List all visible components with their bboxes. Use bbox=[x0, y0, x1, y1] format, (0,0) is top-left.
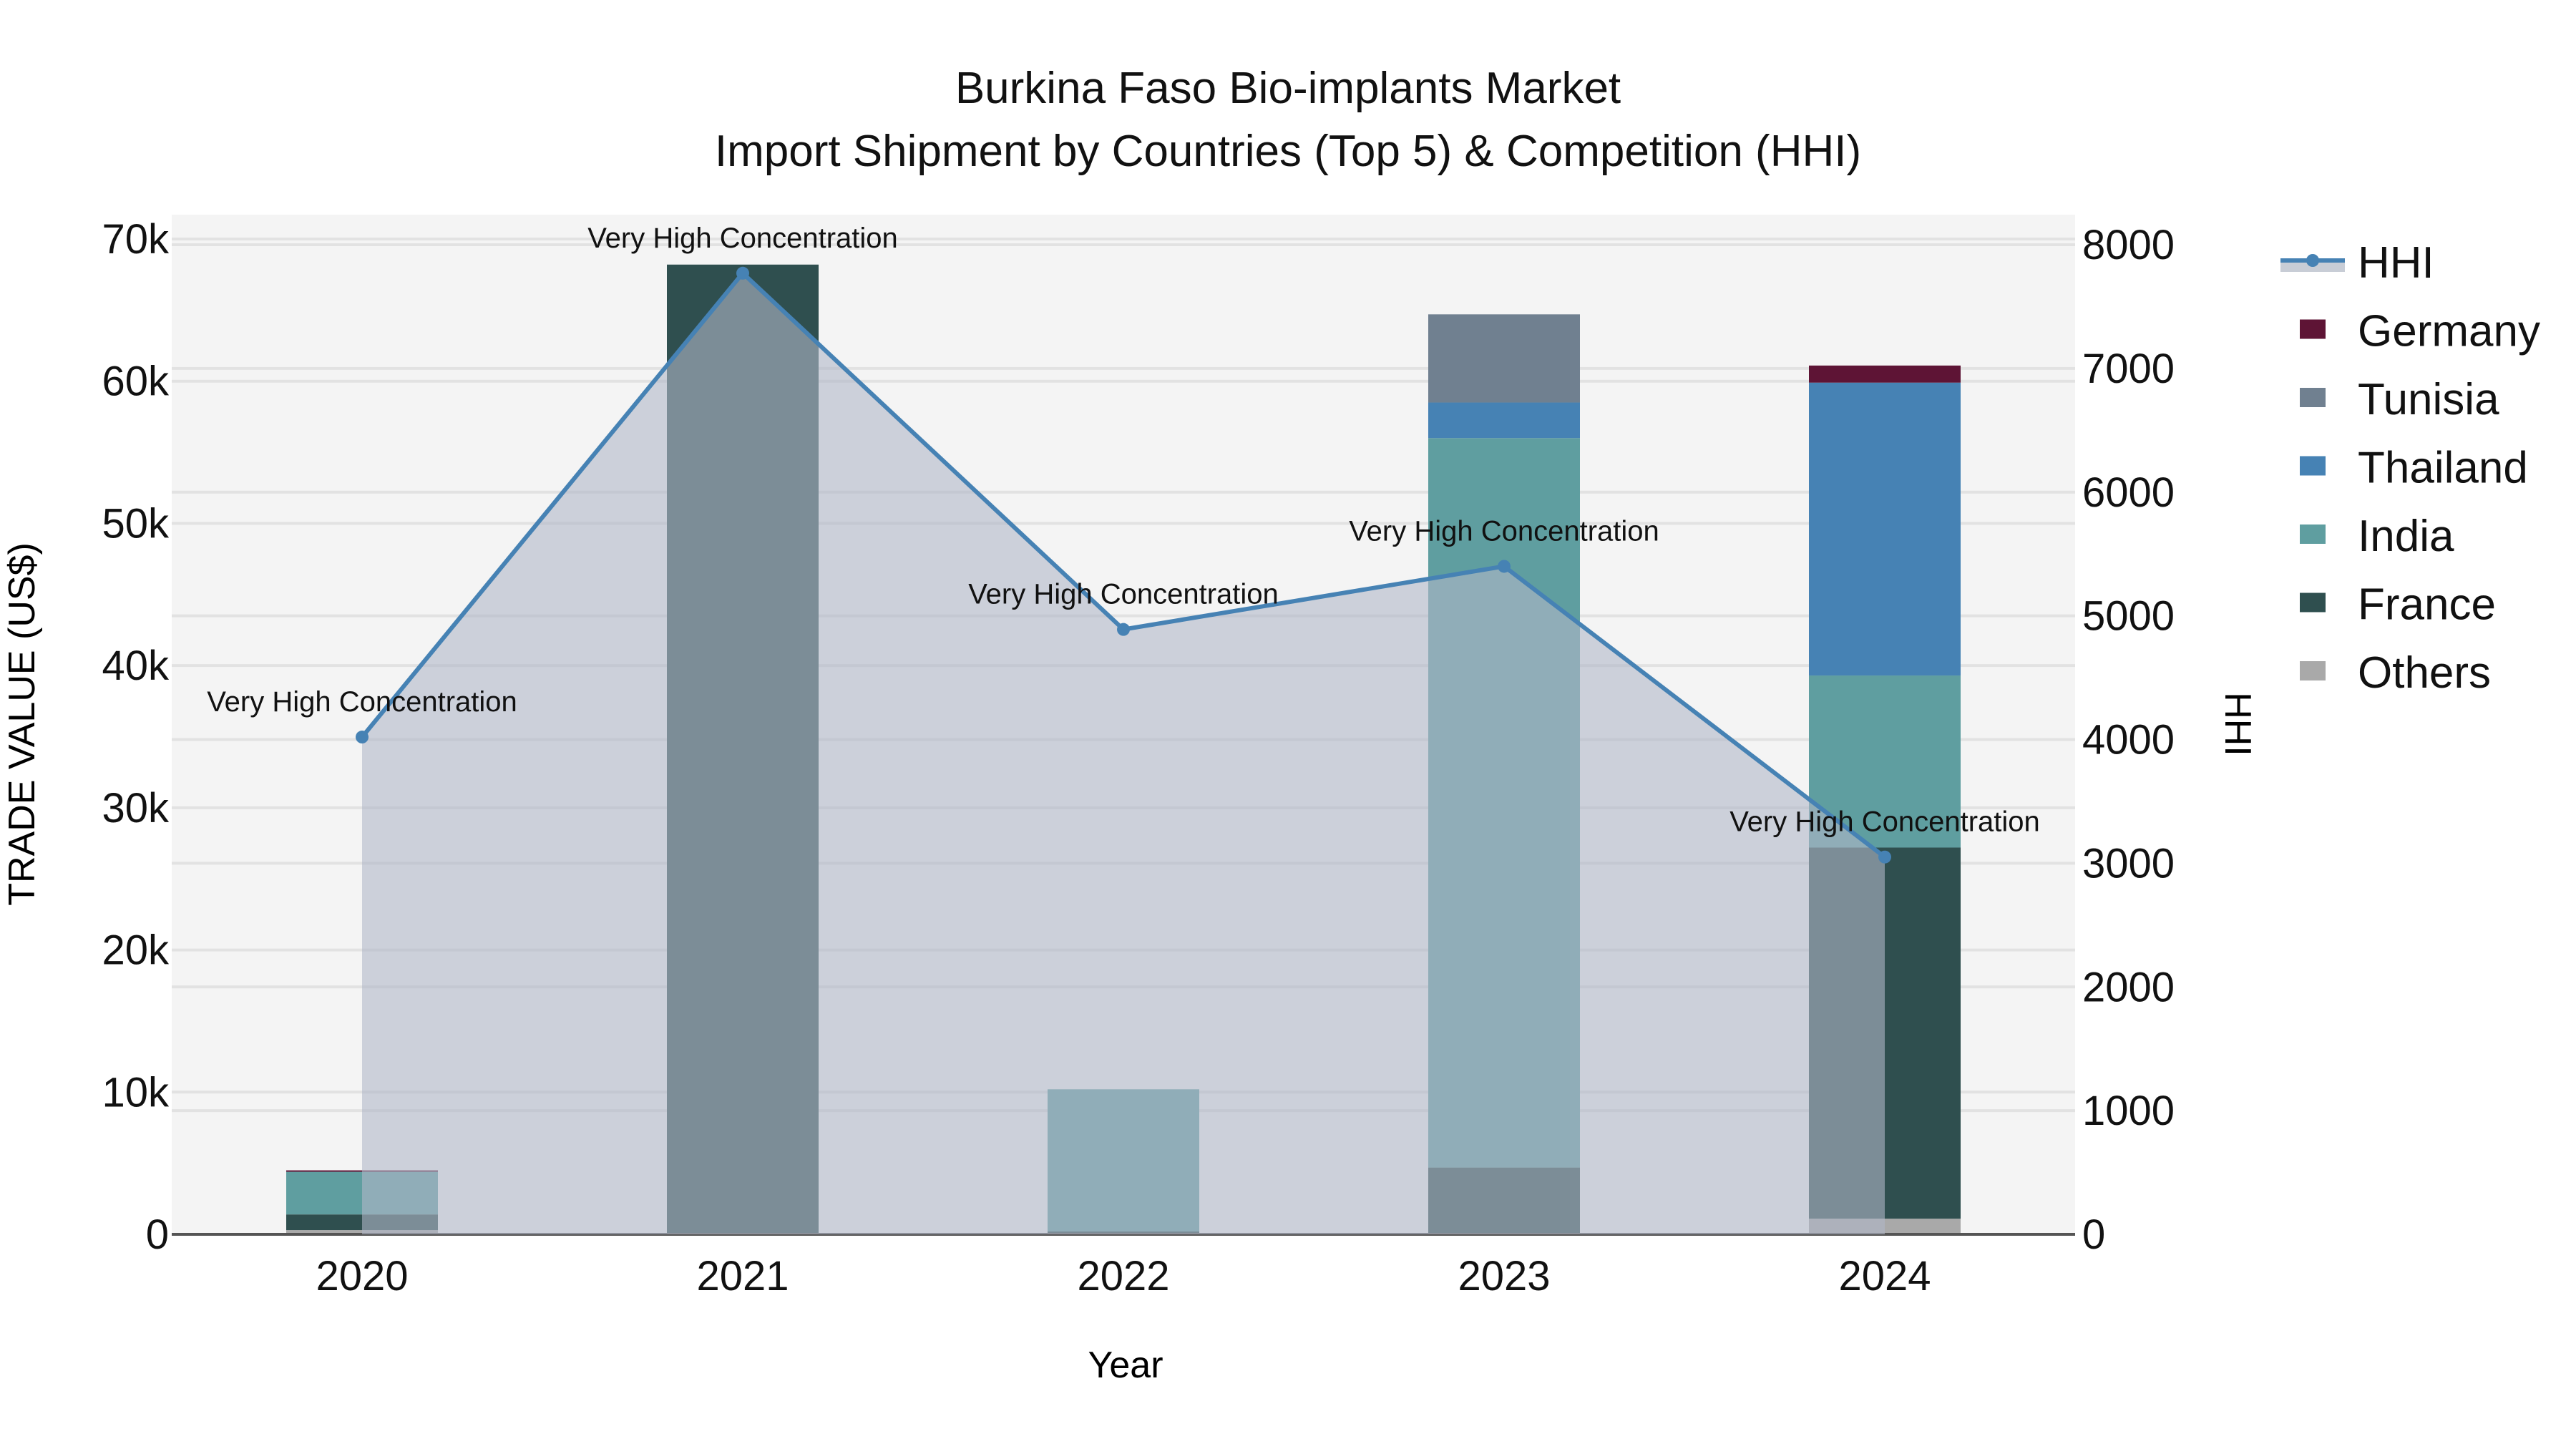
y-tick-label: 60k bbox=[102, 358, 170, 405]
x-tick-label: 2020 bbox=[316, 1253, 408, 1299]
legend-label: Tunisia bbox=[2358, 375, 2499, 424]
annotation-label: Very High Concentration bbox=[968, 579, 1279, 610]
hhi-line bbox=[356, 266, 1891, 864]
hhi-area-path bbox=[362, 273, 1885, 1235]
x-axis-title: Year bbox=[1088, 1345, 1163, 1386]
legend-label: Thailand bbox=[2358, 444, 2528, 493]
y2-tick-label: 3000 bbox=[2082, 840, 2175, 887]
y-tick-label: 50k bbox=[102, 500, 170, 547]
chart-title: Burkina Faso Bio-implants Market bbox=[955, 64, 1621, 113]
legend-item-thailand[interactable]: Thailand bbox=[2300, 444, 2528, 493]
legend-item-india[interactable]: India bbox=[2300, 512, 2454, 561]
legend-label: HHI bbox=[2358, 238, 2434, 288]
legend-label: Germany bbox=[2358, 307, 2540, 356]
annotation-label: Very High Concentration bbox=[1729, 806, 2040, 838]
hhi-marker[interactable] bbox=[1498, 560, 1511, 573]
annotation-label: Very High Concentration bbox=[1349, 515, 1659, 547]
legend-item-france[interactable]: France bbox=[2300, 580, 2496, 630]
y2-tick-label: 0 bbox=[2082, 1211, 2105, 1258]
y-tick-label: 0 bbox=[146, 1211, 169, 1258]
legend-swatch-icon bbox=[2300, 388, 2326, 407]
bar-segment-thailand[interactable] bbox=[1428, 402, 1580, 439]
bar-segment-germany[interactable] bbox=[1809, 365, 1961, 383]
y-tick-label: 40k bbox=[102, 643, 170, 689]
hhi-marker[interactable] bbox=[1117, 623, 1130, 636]
y2-tick-label: 1000 bbox=[2082, 1088, 2175, 1134]
x-tick-label: 2022 bbox=[1077, 1253, 1169, 1299]
y2-tick-label: 2000 bbox=[2082, 964, 2175, 1010]
legend-item-others[interactable]: Others bbox=[2300, 648, 2491, 698]
legend-swatch-icon bbox=[2300, 525, 2326, 544]
x-tick-label: 2024 bbox=[1838, 1253, 1931, 1299]
legend-marker-icon bbox=[2306, 254, 2319, 267]
y-tick-label: 70k bbox=[102, 216, 170, 263]
y2-axis-ticks: 0 1000 2000 3000 4000 5000 6000 7000 8000 bbox=[2082, 222, 2175, 1258]
bar-segment-tunisia[interactable] bbox=[1428, 314, 1580, 403]
x-axis-ticks: 2020 2021 2022 2023 2024 bbox=[316, 1253, 1931, 1299]
y2-tick-label: 6000 bbox=[2082, 469, 2175, 516]
x-tick-label: 2023 bbox=[1458, 1253, 1550, 1299]
y-tick-label: 20k bbox=[102, 927, 170, 974]
legend: HHI Germany Tunisia Thailand India France Othe… bbox=[2280, 238, 2540, 698]
legend-swatch-icon bbox=[2300, 592, 2326, 613]
legend-swatch-icon bbox=[2300, 661, 2326, 680]
legend-item-germany[interactable]: Germany bbox=[2300, 307, 2540, 356]
legend-label: India bbox=[2358, 512, 2454, 561]
hhi-marker[interactable] bbox=[736, 266, 749, 280]
hhi-marker[interactable] bbox=[356, 731, 369, 744]
legend-item-tunisia[interactable]: Tunisia bbox=[2300, 375, 2499, 424]
hhi-area-fill bbox=[362, 273, 1885, 1235]
x-tick-label: 2021 bbox=[696, 1253, 789, 1299]
y-axis-ticks: 0 10k 20k 30k 40k 50k 60k 70k bbox=[102, 216, 170, 1258]
y2-axis-title: HHI bbox=[2217, 692, 2258, 756]
legend-item-hhi[interactable]: HHI bbox=[2280, 238, 2434, 288]
y2-tick-label: 4000 bbox=[2082, 717, 2175, 763]
y-tick-label: 10k bbox=[102, 1069, 170, 1116]
annotation-label: Very High Concentration bbox=[207, 686, 517, 718]
legend-swatch-icon bbox=[2300, 456, 2326, 476]
chart-subtitle: Import Shipment by Countries (Top 5) & C… bbox=[714, 127, 1862, 176]
annotation-label: Very High Concentration bbox=[587, 223, 898, 254]
hhi-marker[interactable] bbox=[1878, 850, 1891, 864]
legend-swatch-icon bbox=[2300, 319, 2326, 339]
y2-tick-label: 7000 bbox=[2082, 346, 2175, 392]
y2-tick-label: 8000 bbox=[2082, 222, 2175, 268]
legend-label: France bbox=[2358, 580, 2496, 630]
legend-label: Others bbox=[2358, 648, 2491, 698]
annotations: Very High Concentration Very High Concent… bbox=[207, 223, 2040, 838]
y2-tick-label: 5000 bbox=[2082, 593, 2175, 640]
y-tick-label: 30k bbox=[102, 785, 170, 831]
y-axis-title: TRADE VALUE (US$) bbox=[1, 542, 43, 906]
bar-segment-thailand[interactable] bbox=[1809, 382, 1961, 676]
